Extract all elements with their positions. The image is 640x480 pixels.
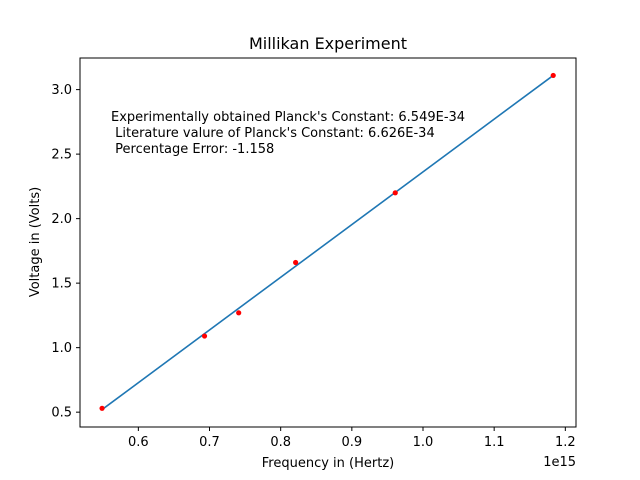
annotation-line-2: Literature valure of Planck's Constant: … xyxy=(111,126,435,141)
y-tick-label: 0.5 xyxy=(51,406,72,421)
fit-line xyxy=(101,74,554,411)
chart-title: Millikan Experiment xyxy=(249,34,407,53)
y-tick-label: 2.0 xyxy=(51,212,72,227)
x-axis-offset-label: 1e15 xyxy=(543,455,576,470)
data-point-2 xyxy=(201,333,208,339)
data-point-3 xyxy=(236,310,242,316)
y-tick-label: 3.0 xyxy=(51,83,72,98)
annotation-line-1: Experimentally obtained Planck's Constan… xyxy=(111,110,465,125)
y-axis-label: Voltage in (Volts) xyxy=(28,187,43,297)
y-tick-label: 2.5 xyxy=(51,148,72,163)
y-tick-label: 1.5 xyxy=(51,277,72,292)
data-point-6 xyxy=(550,72,556,79)
annotation-line-3: Percentage Error: -1.158 xyxy=(111,142,274,157)
x-axis: 0.6 0.7 0.8 0.9 1.0 1.1 1.2 xyxy=(128,427,576,450)
x-tick-label: 0.6 xyxy=(128,435,149,450)
y-tick-label: 1.0 xyxy=(51,341,72,356)
x-axis-label: Frequency in (Hertz) xyxy=(262,456,394,471)
data-point-5 xyxy=(392,190,398,196)
y-axis: 0.5 1.0 1.5 2.0 2.5 3.0 xyxy=(51,83,80,421)
x-tick-label: 0.7 xyxy=(199,435,220,450)
x-tick-label: 1.2 xyxy=(555,435,576,450)
axes-frame xyxy=(79,57,577,428)
annotation: Experimentally obtained Planck's Constan… xyxy=(111,110,465,157)
x-tick-label: 1.1 xyxy=(484,435,505,450)
x-tick-label: 1.0 xyxy=(413,435,434,450)
x-tick-label: 0.8 xyxy=(270,435,291,450)
x-tick-label: 0.9 xyxy=(341,435,362,450)
data-point-4 xyxy=(293,259,299,266)
data-point-1 xyxy=(99,405,105,411)
plot-area xyxy=(99,72,556,411)
